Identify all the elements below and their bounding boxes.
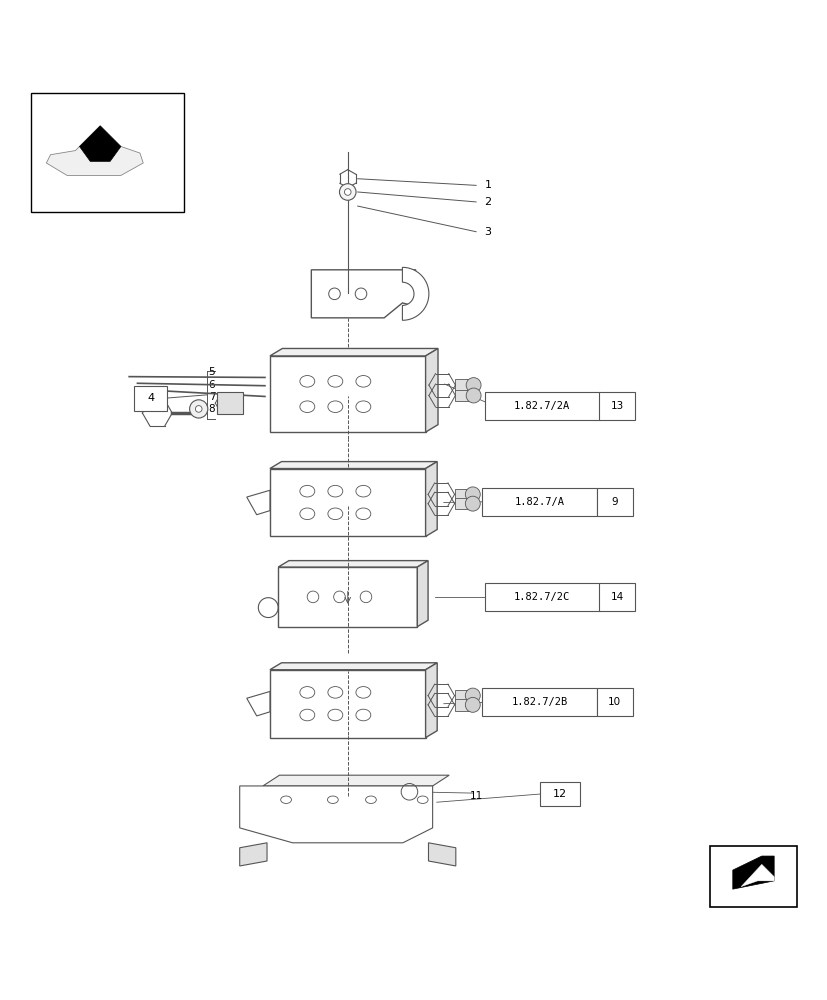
Circle shape	[195, 406, 202, 412]
Polygon shape	[454, 489, 472, 500]
FancyBboxPatch shape	[481, 488, 597, 516]
FancyBboxPatch shape	[31, 93, 184, 212]
Circle shape	[339, 184, 356, 200]
Text: 10: 10	[608, 697, 620, 707]
Circle shape	[465, 697, 480, 712]
Text: 1.82.7/2C: 1.82.7/2C	[514, 592, 570, 602]
Text: 12: 12	[552, 789, 566, 799]
Polygon shape	[270, 348, 437, 356]
Text: 11: 11	[469, 791, 482, 801]
Polygon shape	[425, 348, 437, 432]
Text: 3: 3	[484, 227, 490, 237]
Polygon shape	[240, 843, 266, 866]
Circle shape	[465, 496, 480, 511]
FancyBboxPatch shape	[599, 583, 635, 611]
Polygon shape	[455, 379, 473, 391]
Polygon shape	[425, 462, 437, 536]
Text: 13: 13	[609, 401, 624, 411]
FancyBboxPatch shape	[595, 488, 633, 516]
FancyBboxPatch shape	[134, 386, 167, 411]
FancyBboxPatch shape	[481, 688, 597, 716]
Polygon shape	[417, 561, 428, 627]
Polygon shape	[454, 699, 472, 711]
Text: 2: 2	[484, 197, 491, 207]
Circle shape	[344, 189, 351, 195]
FancyBboxPatch shape	[539, 782, 579, 806]
Polygon shape	[217, 392, 243, 414]
Text: 9: 9	[610, 497, 618, 507]
Text: 8: 8	[208, 404, 215, 414]
Text: 6: 6	[208, 380, 215, 390]
Polygon shape	[454, 498, 472, 509]
Polygon shape	[270, 670, 425, 738]
FancyBboxPatch shape	[595, 688, 633, 716]
Polygon shape	[402, 267, 428, 320]
Polygon shape	[263, 775, 448, 786]
Text: 7: 7	[208, 391, 215, 401]
Polygon shape	[270, 462, 437, 469]
FancyBboxPatch shape	[710, 846, 796, 907]
Text: 4: 4	[147, 393, 154, 403]
Polygon shape	[270, 663, 437, 670]
Polygon shape	[278, 561, 428, 567]
Polygon shape	[270, 469, 425, 536]
Polygon shape	[425, 663, 437, 738]
Text: 1.82.7/2A: 1.82.7/2A	[514, 401, 570, 411]
FancyBboxPatch shape	[485, 583, 599, 611]
Polygon shape	[311, 270, 415, 318]
Polygon shape	[46, 146, 143, 175]
Circle shape	[465, 688, 480, 703]
Circle shape	[465, 487, 480, 502]
Polygon shape	[246, 691, 270, 716]
FancyBboxPatch shape	[599, 392, 635, 420]
Circle shape	[466, 378, 480, 393]
Circle shape	[189, 400, 208, 418]
Text: 1.82.7/2B: 1.82.7/2B	[511, 697, 567, 707]
Text: 1.82.7/A: 1.82.7/A	[514, 497, 564, 507]
Text: 14: 14	[609, 592, 624, 602]
Polygon shape	[79, 126, 121, 161]
Polygon shape	[270, 356, 425, 432]
Polygon shape	[246, 490, 270, 515]
Polygon shape	[240, 786, 432, 843]
FancyBboxPatch shape	[485, 392, 599, 420]
Polygon shape	[732, 856, 773, 889]
Text: 5: 5	[208, 367, 215, 377]
Polygon shape	[454, 690, 472, 701]
Polygon shape	[428, 843, 455, 866]
Circle shape	[466, 388, 480, 403]
Polygon shape	[278, 567, 417, 627]
Text: 1: 1	[484, 180, 490, 190]
Polygon shape	[455, 390, 473, 401]
Polygon shape	[740, 864, 773, 887]
